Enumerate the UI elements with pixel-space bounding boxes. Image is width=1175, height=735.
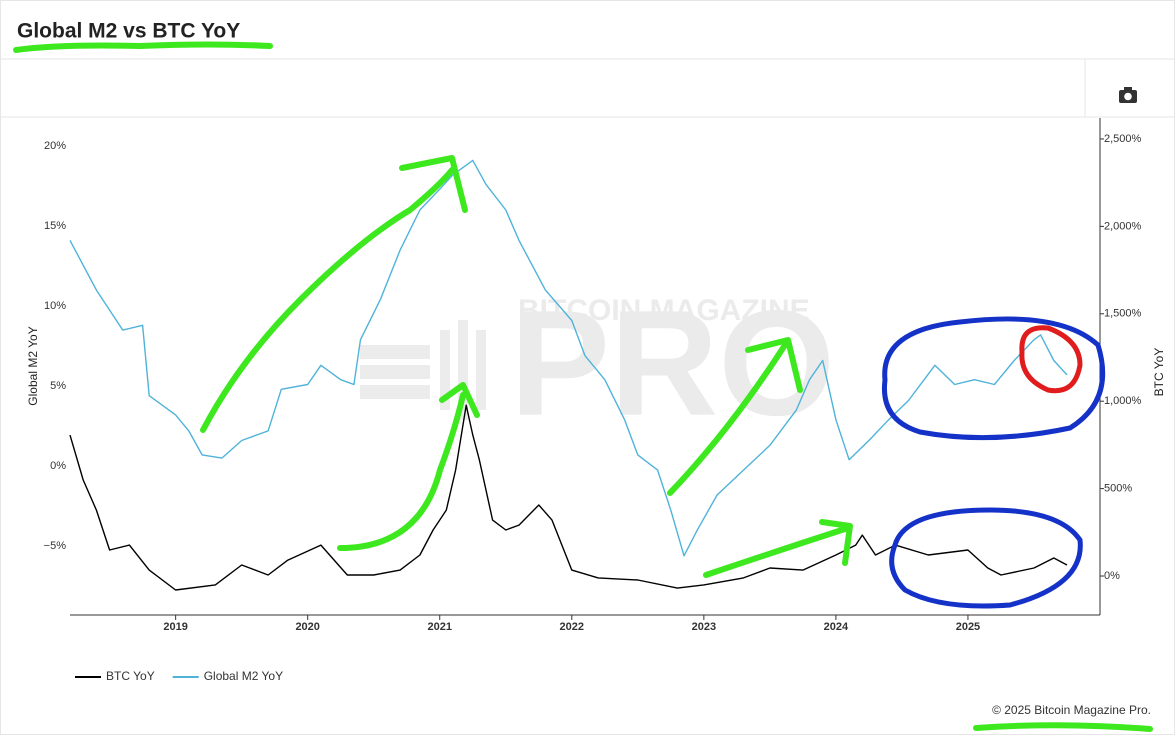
y2-tick-label: 2,500% [1104,133,1142,145]
legend-label: BTC YoY [106,669,155,683]
y2-tick-label: 1,500% [1104,308,1142,320]
y-tick-label: 20% [44,140,66,152]
annotation-circle [881,316,1106,441]
annotation-circle [889,507,1083,609]
y2-tick-label: 1,000% [1104,395,1142,407]
annotation-arrow [399,155,468,213]
y2-tick-label: 0% [1104,570,1120,582]
x-tick-label: 2019 [163,621,187,633]
annotation-arrow [439,382,480,418]
annotation-underline [13,41,273,53]
x-tick-label: 2023 [692,621,716,633]
y-tick-label: 5% [50,380,66,392]
x-tick-label: 2020 [295,621,319,633]
y-tick-label: 10% [44,300,66,312]
watermark: BITCOIN MAGAZINE PRO [360,279,835,447]
annotation-arrow [703,525,851,578]
y-tick-label: −5% [44,540,67,552]
camera-button[interactable] [1119,87,1137,103]
legend: BTC YoY Global M2 YoY [75,669,283,683]
watermark-text: BITCOIN MAGAZINE [518,294,810,327]
y2-axis-title: BTC YoY [1152,348,1166,397]
annotation-arrow [819,519,853,566]
x-tick-label: 2024 [824,621,849,633]
x-tick-label: 2022 [560,621,584,633]
legend-label: Global M2 YoY [204,669,283,683]
annotation-underline [973,722,1153,732]
annotations [200,155,1106,609]
camera-top [1124,87,1132,91]
plot-area: −5% 0% 5% 10% 15% 20% 0% 500% 1,000% 1,500% 2,000%… [44,133,1142,633]
series-line [69,159,1068,557]
watermark-logo [360,320,486,420]
x-tick-label: 2021 [428,621,452,633]
annotation-circle [1019,325,1083,394]
annotation-arrow [200,167,455,433]
chart-title: Global M2 vs BTC YoY [17,20,240,43]
y2-tick-label: 2,000% [1104,220,1142,232]
y-tick-label: 0% [50,460,66,472]
y2-tick-label: 500% [1104,483,1132,495]
annotation-arrow [745,337,803,393]
annotation-arrow [667,342,788,496]
y-tick-label: 15% [44,220,66,232]
y-axis-title: Global M2 YoY [26,326,40,405]
camera-lens [1124,92,1132,101]
credit: © 2025 Bitcoin Magazine Pro. [992,703,1151,717]
x-tick-label: 2025 [956,621,980,633]
watermark-text: PRO [510,279,835,447]
annotation-arrow [337,392,466,551]
series-line [69,404,1068,591]
